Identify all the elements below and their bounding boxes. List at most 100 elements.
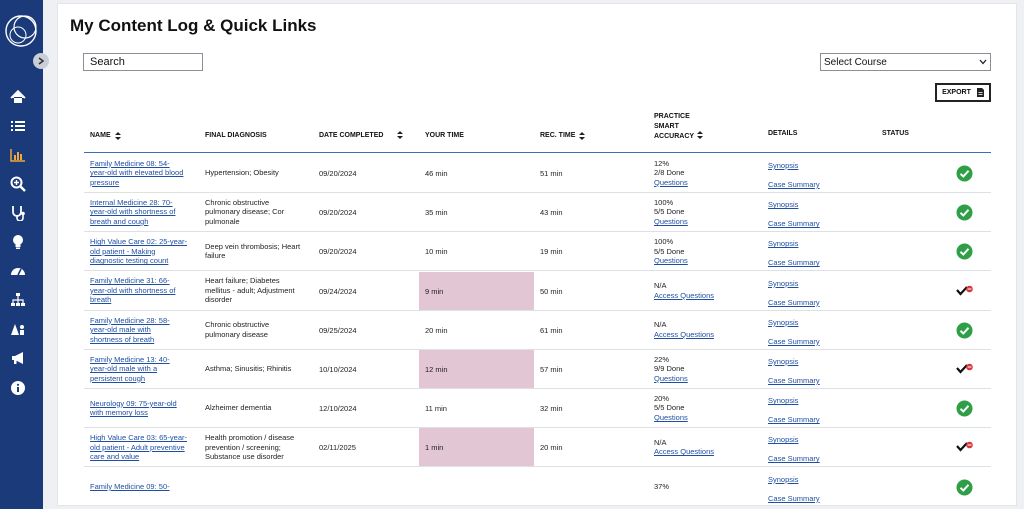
questions-link[interactable]: Questions — [654, 216, 688, 226]
column-header-diagnosis: FINAL DIAGNOSIS — [205, 132, 267, 139]
check-circle-icon — [956, 165, 973, 182]
case-name-link[interactable]: Family Medicine 08: 54- — [90, 158, 170, 168]
partial-check-icon — [956, 363, 973, 374]
case-name-link[interactable]: old patient - Adult preventive — [90, 442, 185, 452]
column-header-accuracy[interactable]: PRACTICE SMART ACCURACY — [654, 113, 695, 140]
sidebar-item-stethoscope[interactable] — [9, 204, 27, 222]
synopsis-link[interactable]: Synopsis — [768, 317, 799, 327]
your-time: 1 min — [425, 443, 444, 453]
sidebar-item-info[interactable] — [9, 379, 27, 397]
questions-link[interactable]: Questions — [654, 373, 688, 383]
collapse-sidebar-button[interactable] — [33, 53, 49, 69]
case-name-link[interactable]: breath — [90, 295, 112, 305]
users-icon — [11, 324, 24, 335]
case-name-link[interactable]: Family Medicine 31: 66- — [90, 276, 170, 286]
synopsis-link[interactable]: Synopsis — [768, 396, 799, 406]
chart-icon — [10, 149, 25, 162]
accuracy-value: 22% — [654, 354, 670, 364]
sidebar-item-zoom[interactable] — [9, 175, 27, 193]
case-name-link[interactable]: Family Medicine 09: 50- — [90, 481, 170, 491]
rec-time: 43 min — [540, 208, 563, 218]
case-name-link[interactable]: pressure — [90, 177, 120, 187]
case-name-link[interactable]: diagnostic testing count — [90, 256, 169, 266]
accuracy-value: 100% — [654, 197, 674, 207]
case-name-link[interactable]: with memory loss — [90, 408, 148, 418]
case-name-link[interactable]: shortness of breath — [90, 334, 155, 344]
case-name-link[interactable]: Neurology 09: 75-year-old — [90, 398, 177, 408]
case-summary-link[interactable]: Case Summary — [768, 415, 820, 425]
case-summary-link[interactable]: Case Summary — [768, 493, 820, 503]
sidebar-item-sitemap[interactable] — [9, 291, 27, 309]
case-name-link[interactable]: Internal Medicine 28: 70- — [90, 197, 173, 207]
synopsis-link[interactable]: Synopsis — [768, 278, 799, 288]
diagnosis-text: Alzheimer dementia — [205, 403, 272, 413]
diagnosis-text: failure — [205, 251, 226, 261]
your-time: 12 min — [425, 365, 448, 374]
case-name-link[interactable]: year-old male with a — [90, 364, 158, 374]
date-completed: 12/10/2024 — [319, 404, 357, 414]
diagnosis-text: pulmonary disease; Cor — [205, 207, 285, 217]
over-time-highlight — [419, 271, 534, 310]
sort-date-icon[interactable] — [397, 131, 403, 139]
case-name-link[interactable]: Family Medicine 28: 58- — [90, 315, 170, 325]
rec-time: 57 min — [540, 365, 563, 374]
column-header-status: STATUS — [882, 130, 909, 137]
case-name-link[interactable]: breath and cough — [90, 216, 149, 226]
questions-link[interactable]: Questions — [654, 177, 688, 187]
accuracy-value: 20% — [654, 393, 670, 403]
table-row: Family Medicine 08: 54- year-old with ele… — [84, 154, 991, 193]
case-name-link[interactable]: persistent cough — [90, 373, 146, 383]
date-completed: 02/11/2025 — [319, 443, 356, 453]
export-button[interactable]: EXPORT — [935, 83, 991, 102]
case-name-link[interactable]: year-old male with — [90, 325, 151, 335]
synopsis-link[interactable]: Synopsis — [768, 435, 799, 445]
case-summary-link[interactable]: Case Summary — [768, 376, 820, 385]
sidebar-item-home[interactable] — [9, 88, 27, 106]
sidebar-item-users[interactable] — [9, 320, 27, 338]
synopsis-link[interactable]: Synopsis — [768, 200, 799, 210]
questions-link[interactable]: Access Questions — [654, 290, 715, 300]
questions-link[interactable]: Questions — [654, 412, 688, 422]
questions-link[interactable]: Questions — [654, 256, 688, 266]
case-summary-link[interactable]: Case Summary — [768, 258, 820, 268]
sidebar-item-list[interactable] — [9, 117, 27, 135]
course-select[interactable]: Select Course — [820, 53, 991, 71]
table-header-divider — [84, 152, 991, 153]
diagnosis-text: pulmonary disease — [205, 329, 268, 339]
synopsis-link[interactable]: Synopsis — [768, 239, 799, 249]
case-name-link[interactable]: old patient - Making — [90, 246, 156, 256]
case-name-link[interactable]: High Value Care 03: 65-year- — [90, 433, 187, 443]
column-header-rec-time[interactable]: REC. TIME — [540, 131, 586, 141]
questions-link[interactable]: Access Questions — [654, 329, 715, 339]
case-name-link[interactable]: Family Medicine 13: 40- — [90, 354, 170, 364]
synopsis-link[interactable]: Synopsis — [768, 161, 799, 170]
case-summary-link[interactable]: Case Summary — [768, 454, 820, 464]
sidebar-item-megaphone[interactable] — [9, 349, 27, 367]
date-completed: 09/25/2024 — [319, 325, 357, 335]
sidebar-item-lightbulb[interactable] — [9, 233, 27, 251]
case-summary-link[interactable]: Case Summary — [768, 180, 820, 189]
case-name-link[interactable]: care and value — [90, 452, 140, 462]
date-completed: 10/10/2024 — [319, 365, 357, 374]
search-input[interactable] — [83, 53, 203, 71]
your-time: 35 min — [425, 208, 448, 218]
case-summary-link[interactable]: Case Summary — [768, 336, 820, 346]
case-name-link[interactable]: High Value Care 02: 25-year- — [90, 237, 187, 247]
accuracy-value: N/A — [654, 320, 667, 330]
sidebar-item-chart[interactable] — [9, 146, 27, 164]
case-summary-link[interactable]: Case Summary — [768, 219, 820, 229]
column-header-date[interactable]: DATE COMPLETED — [319, 132, 384, 139]
synopsis-link[interactable]: Synopsis — [768, 357, 799, 366]
case-name-link[interactable]: year-old with shortness of — [90, 285, 176, 295]
check-circle-icon — [956, 204, 973, 221]
table-row: High Value Care 03: 65-year-old patient … — [84, 428, 991, 468]
case-name-link[interactable]: year-old with shortness of — [90, 207, 176, 217]
sidebar-item-dashboard[interactable] — [9, 262, 27, 280]
case-summary-link[interactable]: Case Summary — [768, 297, 820, 307]
table-row: Neurology 09: 75-year-old with memory los… — [84, 389, 991, 429]
case-name-link[interactable]: year-old with elevated blood — [90, 168, 184, 178]
synopsis-link[interactable]: Synopsis — [768, 474, 799, 484]
column-header-name[interactable]: NAME — [90, 131, 121, 141]
sort-accuracy-icon[interactable] — [697, 131, 703, 139]
questions-link[interactable]: Access Questions — [654, 447, 715, 457]
